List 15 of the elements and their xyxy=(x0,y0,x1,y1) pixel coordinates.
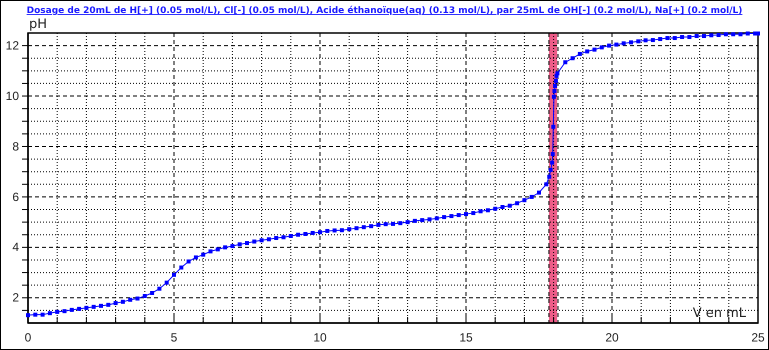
x-tick-label: 10 xyxy=(313,330,327,345)
y-tick-label: 4 xyxy=(12,240,20,254)
y-tick-label: 10 xyxy=(6,88,20,103)
y-axis-title: pH xyxy=(29,17,48,32)
y-tick-label: 2 xyxy=(12,290,20,305)
x-tick-label: 5 xyxy=(170,330,178,345)
x-tick-label: 20 xyxy=(605,330,619,345)
x-tick-label: 25 xyxy=(751,330,765,345)
y-tick-label: 8 xyxy=(12,139,20,154)
chart-title: Dosage de 20mL de H[+] (0.05 mol/L), Cl[-] (0.05 mol/L), Acide éthanoïque(aq) (0.13 mol/L), par 25mL de OH[-] (0.2 mol/L), Na[+] (0.2 mol/L) xyxy=(26,5,742,16)
x-tick-label: 0 xyxy=(24,330,32,345)
x-tick-label: 15 xyxy=(459,330,473,345)
y-tick-label: 6 xyxy=(12,190,20,204)
y-tick-label: 12 xyxy=(6,38,20,52)
x-axis-title: V en mL xyxy=(692,306,747,321)
